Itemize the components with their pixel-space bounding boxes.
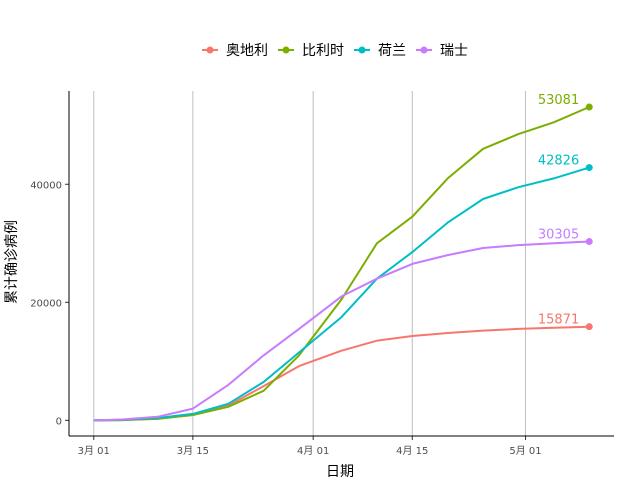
- x-tick-label: 3月 01: [78, 445, 110, 457]
- y-axis-title: 累计确诊病例: [4, 220, 20, 304]
- series-end-label: 30305: [538, 227, 579, 242]
- series-end-point: [585, 237, 593, 245]
- legend-key-point: [420, 46, 428, 54]
- x-tick-label: 5月 01: [509, 445, 541, 457]
- legend-item: 瑞士: [416, 43, 468, 59]
- plot-area: 15871 53081 42826 30305: [93, 93, 593, 422]
- x-tick-label: 4月 01: [297, 445, 329, 457]
- legend-key-point: [282, 46, 290, 54]
- legend: 奥地利 比利时 荷兰 瑞士: [202, 42, 468, 59]
- x-tick-label: 3月 15: [177, 445, 209, 457]
- y-tick-label: 20000: [30, 298, 62, 309]
- series-end-label: 15871: [538, 313, 579, 328]
- x-axis-title: 日期: [326, 464, 354, 480]
- legend-key-point: [358, 46, 366, 54]
- x-tick-label: 4月 15: [396, 445, 428, 457]
- series-line: [93, 106, 590, 422]
- series-end-label: 42826: [538, 154, 579, 169]
- legend-item: 比利时: [278, 43, 344, 59]
- axes: 3月 01 3月 15 4月 01 4月 15 5月 01 0 20000 40000: [30, 91, 614, 457]
- legend-label: 奥地利: [226, 42, 268, 59]
- y-tick-label: 0: [56, 416, 62, 427]
- series-end-label: 53081: [538, 93, 579, 108]
- series-end-point: [585, 323, 593, 331]
- series-end-point: [585, 164, 593, 172]
- series-end-point: [585, 103, 593, 111]
- legend-item: 荷兰: [354, 43, 406, 59]
- y-tick-label: 40000: [30, 180, 62, 191]
- legend-key-point: [206, 46, 214, 54]
- legend-item: 奥地利: [202, 42, 268, 59]
- legend-label: 荷兰: [378, 43, 406, 59]
- legend-label: 瑞士: [440, 43, 468, 59]
- series-line: [93, 166, 590, 422]
- series-line: [93, 240, 590, 422]
- legend-label: 比利时: [302, 43, 344, 59]
- grid-lines: [93, 91, 527, 436]
- series-line: [93, 325, 590, 422]
